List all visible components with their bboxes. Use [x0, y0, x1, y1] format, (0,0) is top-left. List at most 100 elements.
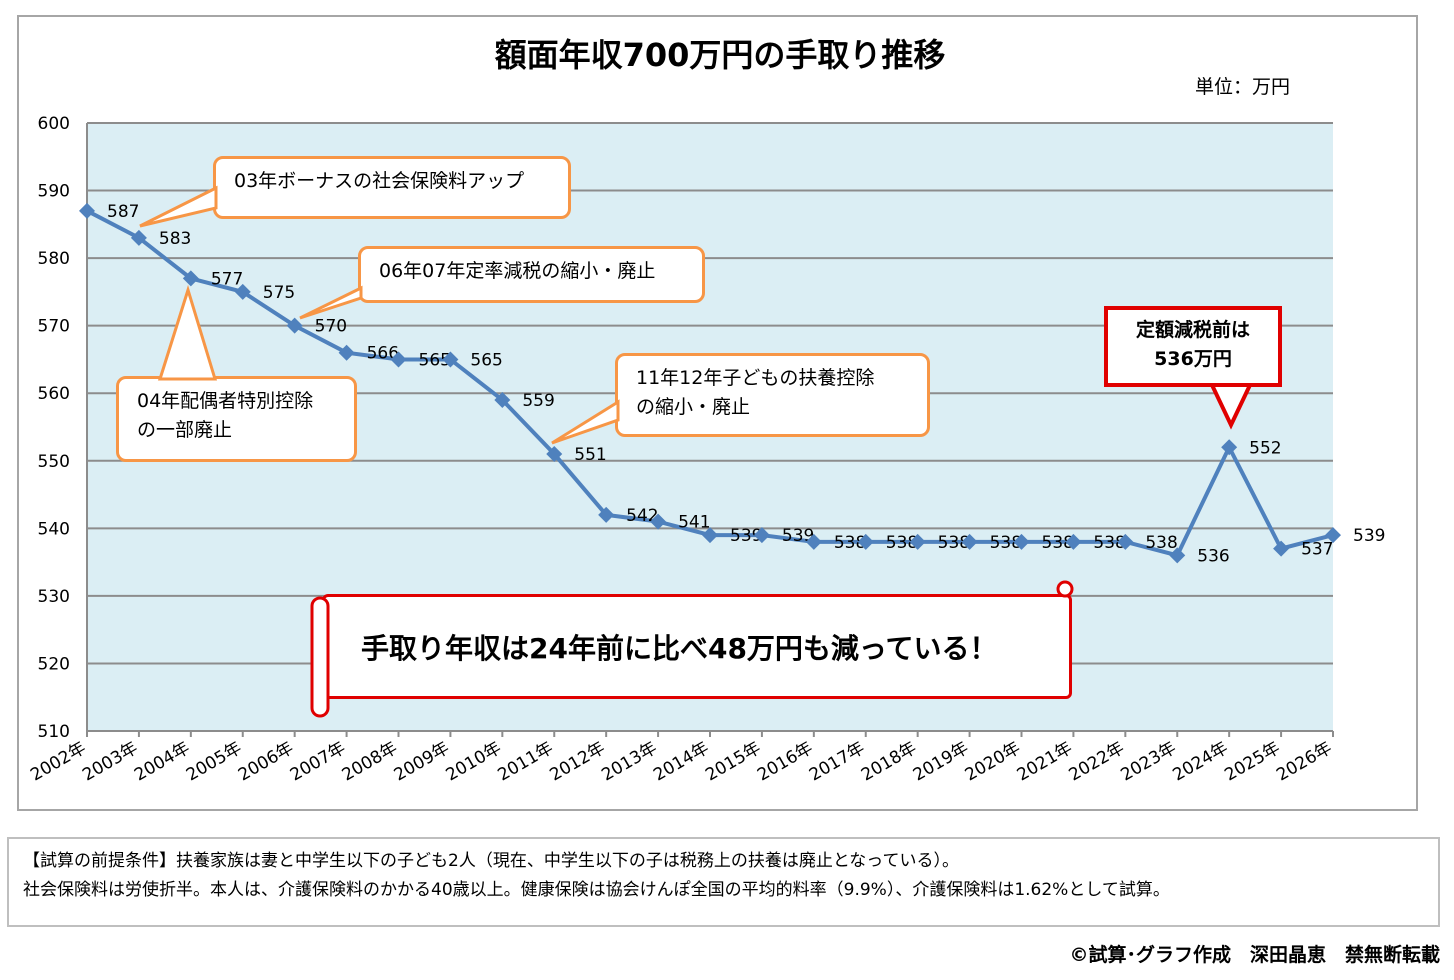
x-tick-label: 2011年 — [495, 738, 557, 785]
data-label: 566 — [367, 344, 399, 364]
x-tick-label: 2018年 — [858, 738, 920, 785]
y-tick-label: 520 — [38, 654, 70, 674]
data-point — [805, 533, 822, 550]
y-tick-label: 600 — [38, 114, 70, 134]
data-point — [1013, 533, 1030, 550]
x-tick-label: 2007年 — [287, 738, 349, 785]
annotation-2011: 11年12年子どもの扶養控除 の縮小・廃止 — [615, 353, 930, 437]
banner-scroll: 手取り年収は24年前に比べ48万円も減っている！ — [322, 594, 1072, 699]
x-tick-label: 2024年 — [1169, 738, 1231, 785]
x-tick-label: 2023年 — [1118, 738, 1180, 785]
x-tick-label: 2002年 — [27, 738, 89, 785]
credit: ©試算･グラフ作成 深田晶恵 禁無断転載 — [1069, 944, 1440, 966]
x-tick-label: 2022年 — [1066, 738, 1128, 785]
footnote-line2: 社会保険料は労使折半。本人は、介護保険料のかかる40歳以上。健康保険は協会けんぽ… — [23, 880, 1170, 900]
x-tick-label: 2020年 — [962, 738, 1024, 785]
data-point — [1221, 439, 1238, 456]
x-tick-label: 2012年 — [546, 738, 608, 785]
data-label: 577 — [211, 269, 243, 289]
unit-label: 単位：万円 — [1195, 76, 1290, 98]
data-point — [130, 229, 147, 246]
footnote-box: 【試算の前提条件】扶養家族は妻と中学生以下の子ども2人（現在、中学生以下の子は税… — [7, 837, 1440, 927]
y-tick-label: 510 — [38, 722, 70, 742]
data-point — [494, 391, 511, 408]
data-point — [546, 446, 563, 463]
data-point — [1117, 533, 1134, 550]
y-tick-label: 560 — [38, 384, 70, 404]
x-tick-label: 2010年 — [443, 738, 505, 785]
y-tick-label: 540 — [38, 519, 70, 539]
y-tick-label: 550 — [38, 452, 70, 472]
chart-frame — [17, 15, 1418, 811]
annotation-2003: 03年ボーナスの社会保険料アップ — [213, 156, 571, 219]
data-point — [338, 344, 355, 361]
annotation-text: 11年12年子どもの扶養控除 の縮小・廃止 — [636, 367, 875, 418]
data-label: 575 — [263, 283, 295, 303]
data-label: 539 — [1353, 526, 1385, 546]
x-tick-label: 2025年 — [1221, 738, 1283, 785]
footnote-line1: 【試算の前提条件】扶養家族は妻と中学生以下の子ども2人（現在、中学生以下の子は税… — [23, 851, 959, 871]
data-point — [79, 202, 95, 219]
data-label: 538 — [1093, 533, 1125, 553]
annotation-2024: 定額減税前は 536万円 — [1104, 306, 1282, 387]
data-point — [909, 533, 926, 550]
y-tick-label: 590 — [38, 182, 70, 202]
annotation-2006: 06年07年定率減税の縮小・廃止 — [358, 246, 705, 303]
data-point — [1169, 547, 1186, 564]
x-tick-label: 2008年 — [339, 738, 401, 785]
x-tick-label: 2014年 — [650, 738, 712, 785]
data-point — [1325, 527, 1341, 544]
data-point — [390, 351, 407, 368]
annotation-text: 定額減税前は 536万円 — [1135, 319, 1250, 370]
data-label: 542 — [626, 506, 658, 526]
data-point — [753, 527, 770, 544]
data-label: 583 — [159, 229, 191, 249]
banner-text: 手取り年収は24年前に比べ48万円も減っている！ — [361, 631, 998, 665]
x-tick-label: 2021年 — [1014, 738, 1076, 785]
x-tick-label: 2019年 — [910, 738, 972, 785]
data-label: 565 — [419, 350, 451, 370]
chart-title: 額面年収700万円の手取り推移 — [495, 36, 946, 74]
annotation-text: 06年07年定率減税の縮小・廃止 — [379, 260, 656, 282]
data-label: 587 — [107, 202, 139, 222]
data-point — [1065, 533, 1082, 550]
annotation-2004: 04年配偶者特別控除 の一部廃止 — [116, 376, 357, 462]
data-point — [234, 283, 251, 300]
data-label: 565 — [470, 350, 502, 370]
x-tick-label: 2026年 — [1273, 738, 1335, 785]
data-label: 551 — [574, 445, 606, 465]
data-point — [650, 513, 667, 530]
x-tick-label: 2015年 — [702, 738, 764, 785]
data-point — [598, 506, 615, 523]
x-tick-label: 2003年 — [79, 738, 141, 785]
data-label: 541 — [678, 513, 710, 533]
data-label: 538 — [834, 533, 866, 553]
x-tick-label: 2004年 — [131, 738, 193, 785]
data-label: 559 — [522, 391, 554, 411]
x-tick-label: 2006年 — [235, 738, 297, 785]
data-point — [702, 527, 718, 544]
data-label: 538 — [938, 533, 970, 553]
annotation-text: 04年配偶者特別控除 の一部廃止 — [137, 390, 314, 441]
y-tick-label: 570 — [38, 317, 70, 337]
data-label: 538 — [1042, 533, 1074, 553]
data-label: 539 — [782, 526, 814, 546]
data-label: 537 — [1301, 540, 1333, 560]
data-label: 536 — [1197, 546, 1229, 566]
x-tick-label: 2005年 — [183, 738, 245, 785]
data-point — [857, 533, 874, 550]
data-point — [442, 351, 459, 368]
x-tick-label: 2013年 — [598, 738, 660, 785]
y-tick-label: 580 — [38, 249, 70, 269]
data-label: 570 — [315, 317, 347, 337]
data-point — [286, 317, 303, 334]
data-label: 538 — [886, 533, 918, 553]
annotation-text: 03年ボーナスの社会保険料アップ — [234, 170, 525, 192]
x-tick-label: 2009年 — [391, 738, 453, 785]
data-point — [961, 533, 978, 550]
data-point — [1273, 540, 1290, 557]
data-point — [182, 270, 199, 287]
x-tick-label: 2016年 — [754, 738, 816, 785]
data-label: 538 — [990, 533, 1022, 553]
data-label: 552 — [1249, 438, 1281, 458]
